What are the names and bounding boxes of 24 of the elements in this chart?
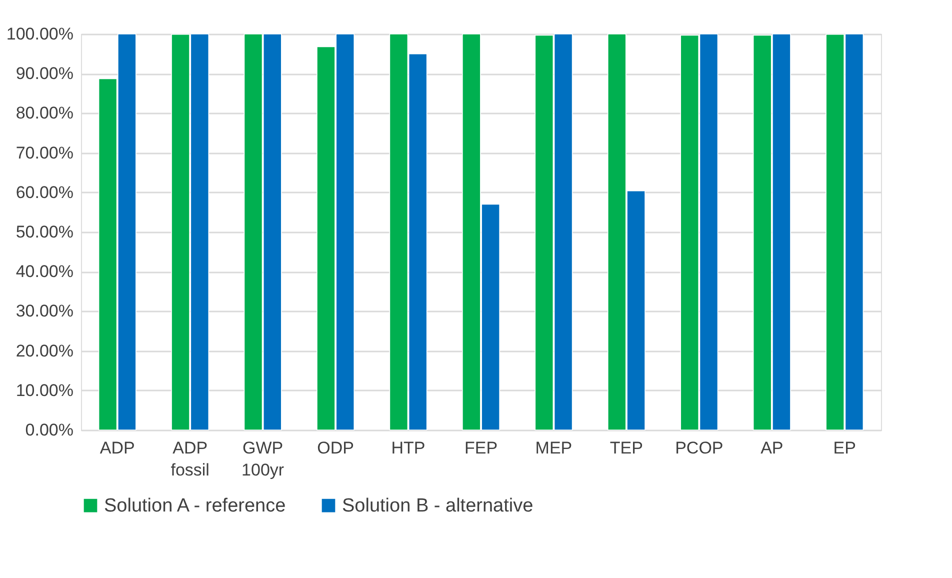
x-tick-label: MEP — [535, 438, 572, 458]
x-tick-label: HTP — [391, 438, 426, 458]
y-tick-label: 40.00% — [16, 262, 74, 282]
y-tick-label: 30.00% — [16, 302, 74, 321]
x-tick-label: ODP — [317, 438, 354, 458]
legend-label: Solution B - alternative — [342, 496, 534, 517]
y-tick-label: 50.00% — [16, 222, 74, 242]
y-tick-label: 70.00% — [16, 143, 74, 162]
x-tick-label: AP — [760, 438, 784, 458]
x-tick-label: FEP — [464, 438, 498, 458]
y-tick-label: 20.00% — [16, 341, 74, 360]
y-tick-label: 90.00% — [16, 64, 74, 84]
legend-label: Solution A - reference — [104, 496, 286, 517]
x-tick-label: ADP — [100, 438, 135, 458]
x-tick-label: TEP — [610, 438, 643, 458]
x-tick-label: GWP 100yr — [242, 438, 284, 480]
y-tick-label: 10.00% — [16, 380, 74, 400]
y-tick-label: 60.00% — [16, 182, 74, 202]
x-tick-label: ADP fossil — [170, 438, 210, 480]
y-tick-label: 100.00% — [6, 24, 74, 44]
y-tick-label: 80.00% — [16, 104, 74, 123]
x-tick-label: EP — [833, 438, 856, 458]
x-tick-label: PCOP — [675, 438, 724, 458]
y-tick-label: 0.00% — [25, 420, 74, 440]
